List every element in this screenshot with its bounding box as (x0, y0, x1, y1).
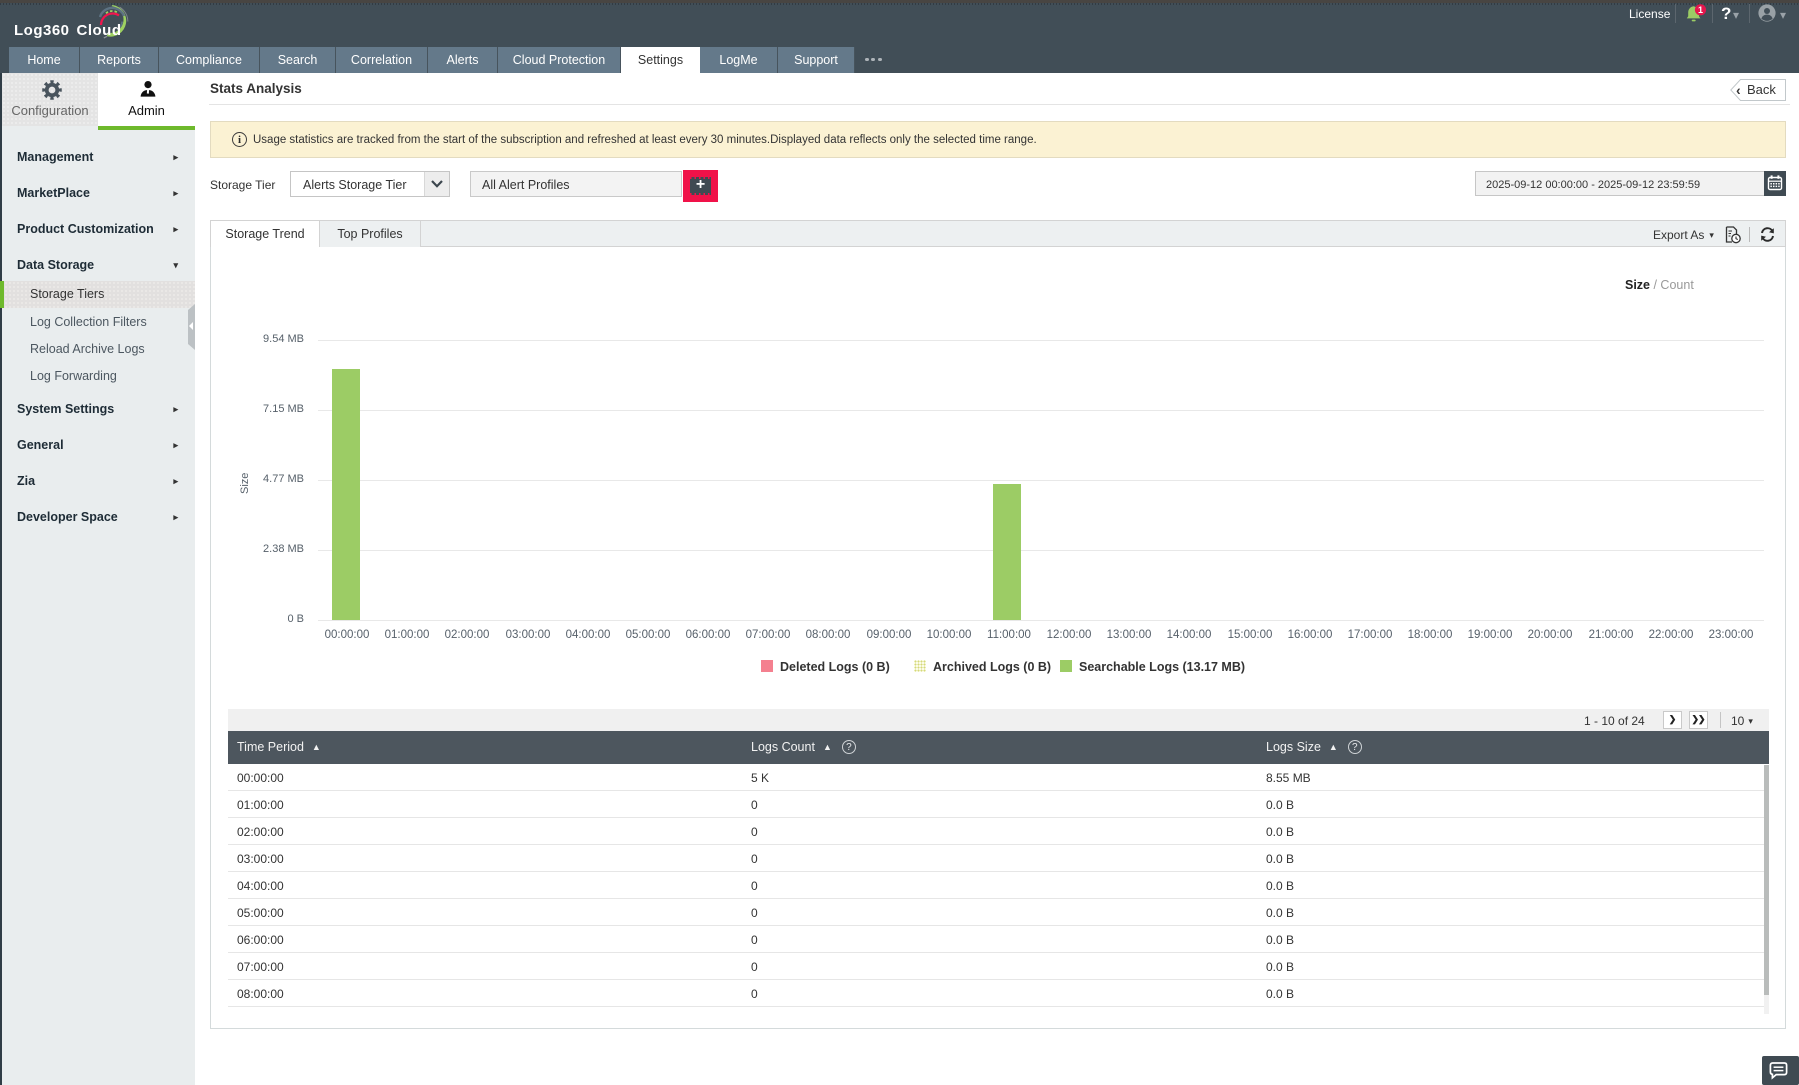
svg-text:1: 1 (1698, 5, 1703, 15)
